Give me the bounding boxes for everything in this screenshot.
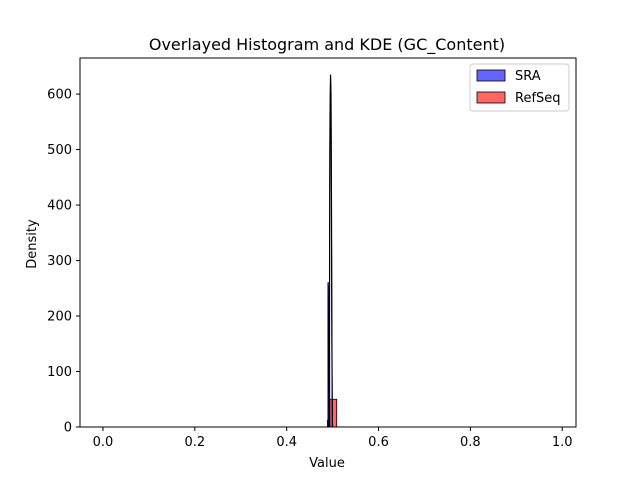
legend-label-refseq: RefSeq: [515, 91, 561, 106]
y-tick-label: 0: [64, 421, 72, 436]
legend-swatch-sra: [476, 69, 506, 82]
x-tick-label: 0.6: [368, 435, 389, 450]
legend: SRA RefSeq: [469, 63, 570, 112]
axes-frame: [79, 57, 577, 428]
plot-area: [79, 57, 577, 428]
x-axis-label: Value: [309, 456, 345, 471]
chart-title: Overlayed Histogram and KDE (GC_Content): [149, 35, 505, 55]
y-tick-label: 100: [47, 365, 72, 380]
kde-outline-refseq: [328, 74, 333, 428]
legend-label-sra: SRA: [515, 69, 541, 84]
histogram-bar-refseq-1: [329, 398, 338, 428]
y-tick-label: 500: [47, 143, 72, 158]
x-tick-label: 1.0: [552, 435, 573, 450]
x-axis: 0.0 0.2 0.4 0.6 0.8 1.0: [93, 427, 573, 450]
y-tick-label: 400: [47, 199, 72, 214]
x-tick-label: 0.2: [184, 435, 205, 450]
y-tick-label: 600: [47, 88, 72, 103]
y-axis-label: Density: [25, 219, 40, 269]
x-tick-label: 0.8: [460, 435, 481, 450]
x-tick-label: 0.4: [276, 435, 297, 450]
y-tick-label: 300: [47, 254, 72, 269]
legend-swatch-refseq: [476, 91, 506, 104]
y-tick-label: 200: [47, 310, 72, 325]
x-tick-label: 0.0: [93, 435, 114, 450]
y-axis: 0 100 200 300 400 500 600: [47, 88, 80, 436]
